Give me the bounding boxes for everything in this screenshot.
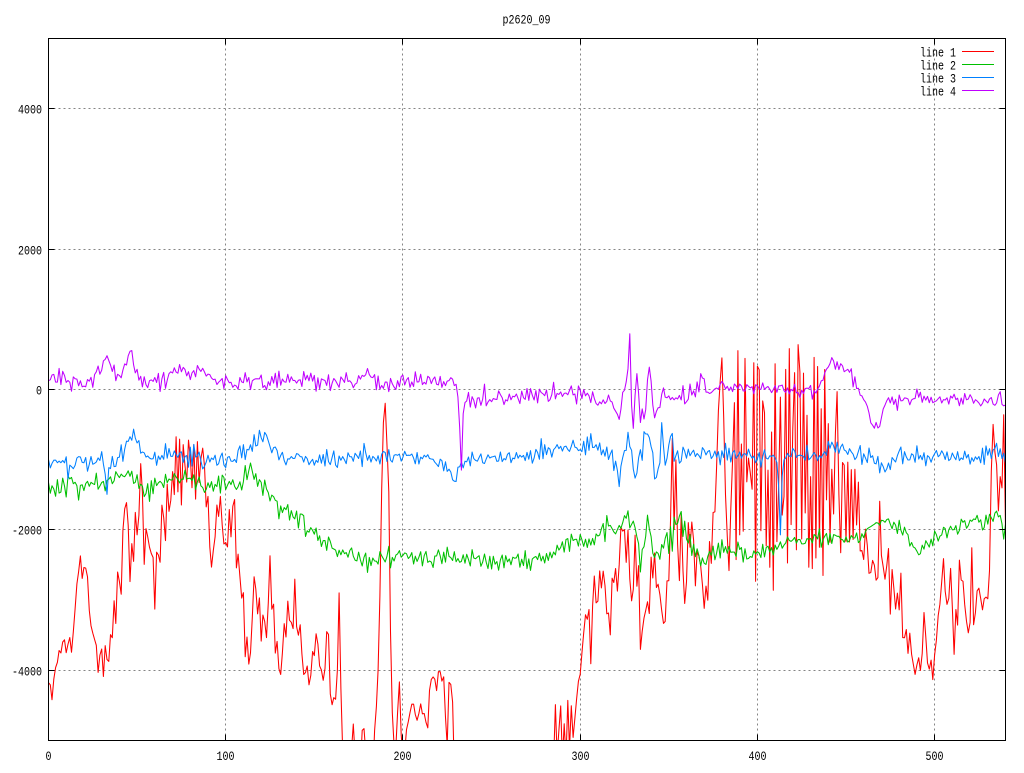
svg-text:4000: 4000 bbox=[18, 103, 42, 118]
svg-text:-4000: -4000 bbox=[12, 665, 42, 680]
svg-text:100: 100 bbox=[217, 749, 235, 764]
svg-text:400: 400 bbox=[749, 749, 767, 764]
svg-text:0: 0 bbox=[36, 384, 42, 399]
svg-text:-2000: -2000 bbox=[12, 524, 42, 539]
svg-text:500: 500 bbox=[926, 749, 944, 764]
svg-text:2000: 2000 bbox=[18, 244, 42, 259]
svg-text:line 2: line 2 bbox=[920, 59, 956, 74]
svg-text:line 4: line 4 bbox=[920, 85, 956, 100]
svg-text:line 1: line 1 bbox=[920, 46, 956, 61]
svg-text:300: 300 bbox=[572, 749, 590, 764]
svg-text:200: 200 bbox=[394, 749, 412, 764]
svg-text:0: 0 bbox=[46, 749, 52, 764]
svg-text:p2620_09: p2620_09 bbox=[503, 13, 551, 28]
svg-text:line 3: line 3 bbox=[920, 72, 956, 87]
